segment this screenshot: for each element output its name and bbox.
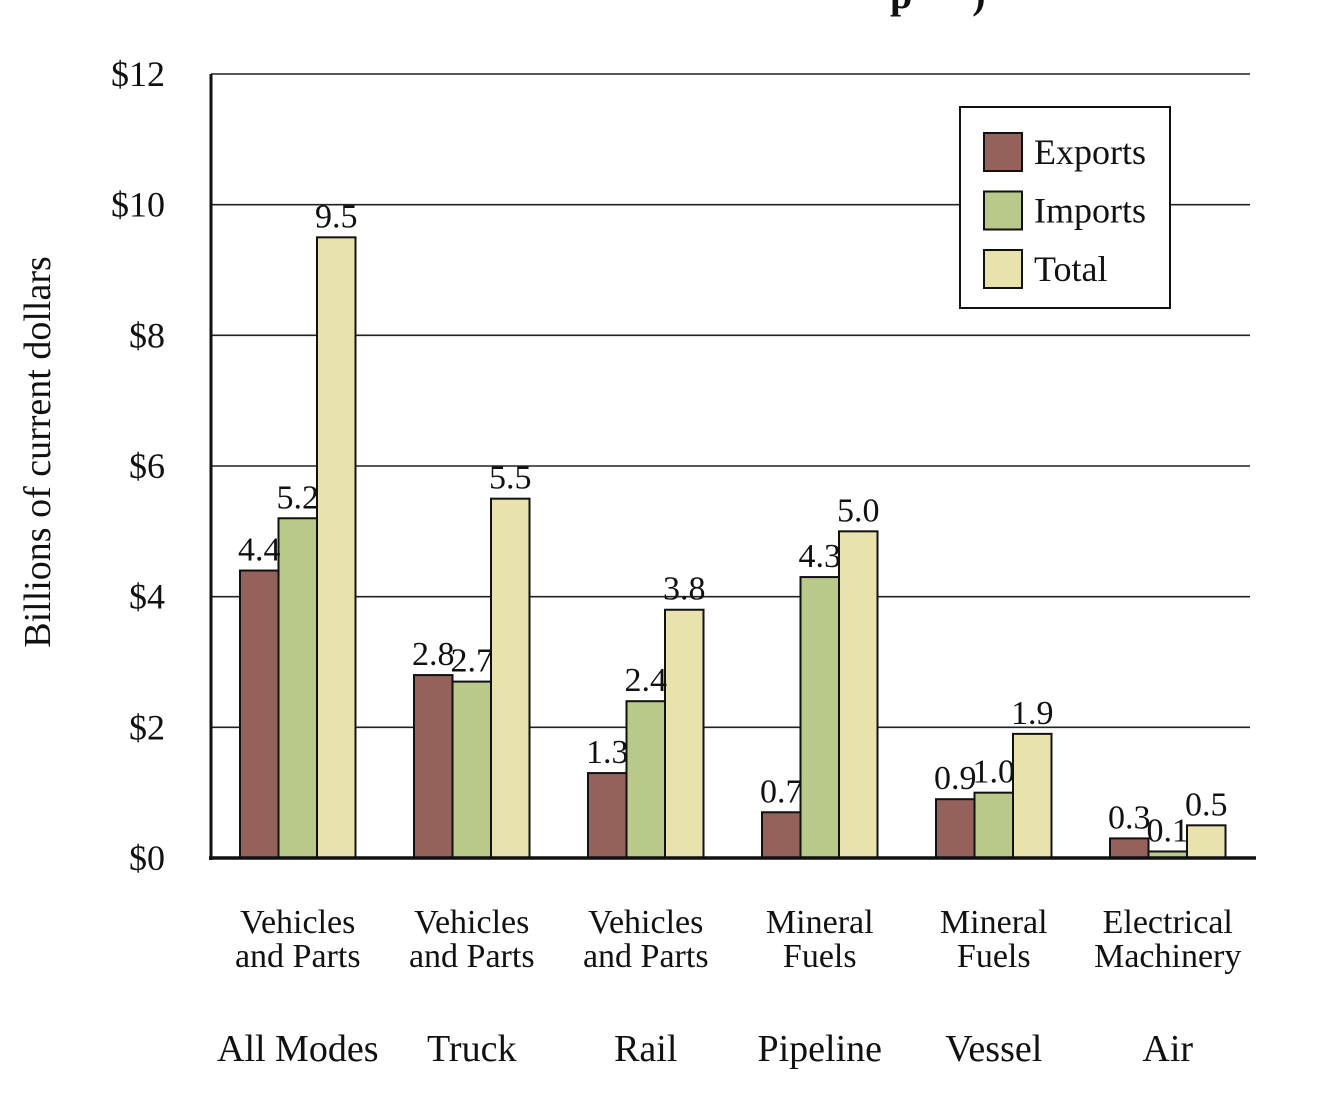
- bar-total: [1186, 824, 1227, 859]
- category-label: Machinery: [1094, 938, 1241, 975]
- data-label: 4.3: [799, 538, 842, 575]
- mode-label: Vessel: [945, 1028, 1042, 1070]
- y-axis-title: Billions of current dollars: [17, 256, 59, 648]
- bar-exports: [239, 569, 280, 859]
- y-tick-label: $12: [111, 54, 165, 94]
- data-label: 1.3: [586, 734, 629, 771]
- mode-label: Pipeline: [757, 1028, 882, 1070]
- data-label: 3.8: [663, 571, 706, 608]
- category-label: Fuels: [783, 938, 857, 975]
- data-label: 0.3: [1108, 799, 1151, 836]
- category-label: and Parts: [583, 938, 709, 975]
- y-tick-label: $8: [129, 315, 165, 355]
- data-label: 5.5: [489, 460, 532, 497]
- bar-total: [490, 497, 531, 859]
- data-label: 1.0: [973, 754, 1016, 791]
- data-label: 9.5: [315, 198, 358, 235]
- data-label: 5.0: [837, 492, 880, 529]
- mode-label: Air: [1142, 1028, 1193, 1070]
- legend: Exports Imports Total: [959, 106, 1171, 309]
- bar-exports: [1109, 837, 1150, 860]
- bar-exports: [413, 674, 454, 859]
- bar-total: [316, 236, 357, 860]
- legend-label-total: Total: [1034, 249, 1107, 289]
- bar-exports: [935, 798, 976, 860]
- gridlines: [211, 73, 1250, 729]
- chart-title-fragment: p ): [890, 0, 986, 17]
- data-label: 4.4: [238, 532, 281, 569]
- data-labels: 4.45.29.52.82.75.51.32.43.80.74.35.00.91…: [238, 198, 1228, 849]
- bar-total: [1012, 732, 1053, 859]
- data-label: 0.5: [1185, 786, 1228, 823]
- y-tick-label: $2: [129, 707, 165, 747]
- legend-swatch-imports: [983, 190, 1023, 231]
- data-label: 2.8: [412, 636, 455, 673]
- data-label: 0.7: [760, 773, 803, 810]
- bar-exports: [587, 772, 628, 859]
- category-label: Mineral: [766, 904, 874, 941]
- data-label: 1.9: [1011, 695, 1054, 732]
- mode-label: Rail: [614, 1028, 677, 1070]
- y-tick-label: $4: [129, 577, 165, 617]
- data-label: 2.4: [625, 662, 668, 699]
- category-label: Fuels: [957, 938, 1031, 975]
- legend-label-exports: Exports: [1034, 132, 1146, 172]
- mode-label: All Modes: [217, 1028, 379, 1070]
- mode-label: Truck: [427, 1028, 516, 1070]
- category-label: Electrical: [1103, 904, 1233, 941]
- bar-total: [838, 530, 879, 859]
- legend-label-imports: Imports: [1034, 191, 1146, 231]
- bar-exports: [761, 811, 802, 859]
- bar-imports: [973, 791, 1014, 860]
- bars: [239, 236, 1227, 860]
- data-label: 0.9: [934, 760, 977, 797]
- category-label: and Parts: [409, 938, 535, 975]
- data-label: 0.1: [1147, 812, 1190, 849]
- y-tick-label: $6: [129, 446, 165, 486]
- bar-imports: [625, 700, 666, 860]
- bar-total: [664, 608, 705, 859]
- y-tick-label: $0: [129, 838, 165, 878]
- bar-imports: [277, 517, 318, 859]
- bar-imports: [799, 576, 840, 859]
- y-tick-labels: $0 $2 $4 $6 $8 $10 $12: [111, 54, 165, 878]
- legend-swatch-total: [983, 249, 1023, 289]
- data-label: 5.2: [277, 479, 320, 516]
- y-tick-label: $10: [111, 185, 165, 225]
- data-label: 2.7: [451, 643, 494, 680]
- category-label: and Parts: [235, 938, 361, 975]
- category-label: Vehicles: [414, 904, 529, 941]
- bar-imports: [451, 680, 492, 859]
- category-label: Vehicles: [240, 904, 355, 941]
- legend-swatch-exports: [983, 132, 1023, 172]
- axes: [209, 74, 1256, 860]
- category-label: Mineral: [940, 904, 1048, 941]
- category-label: Vehicles: [588, 904, 703, 941]
